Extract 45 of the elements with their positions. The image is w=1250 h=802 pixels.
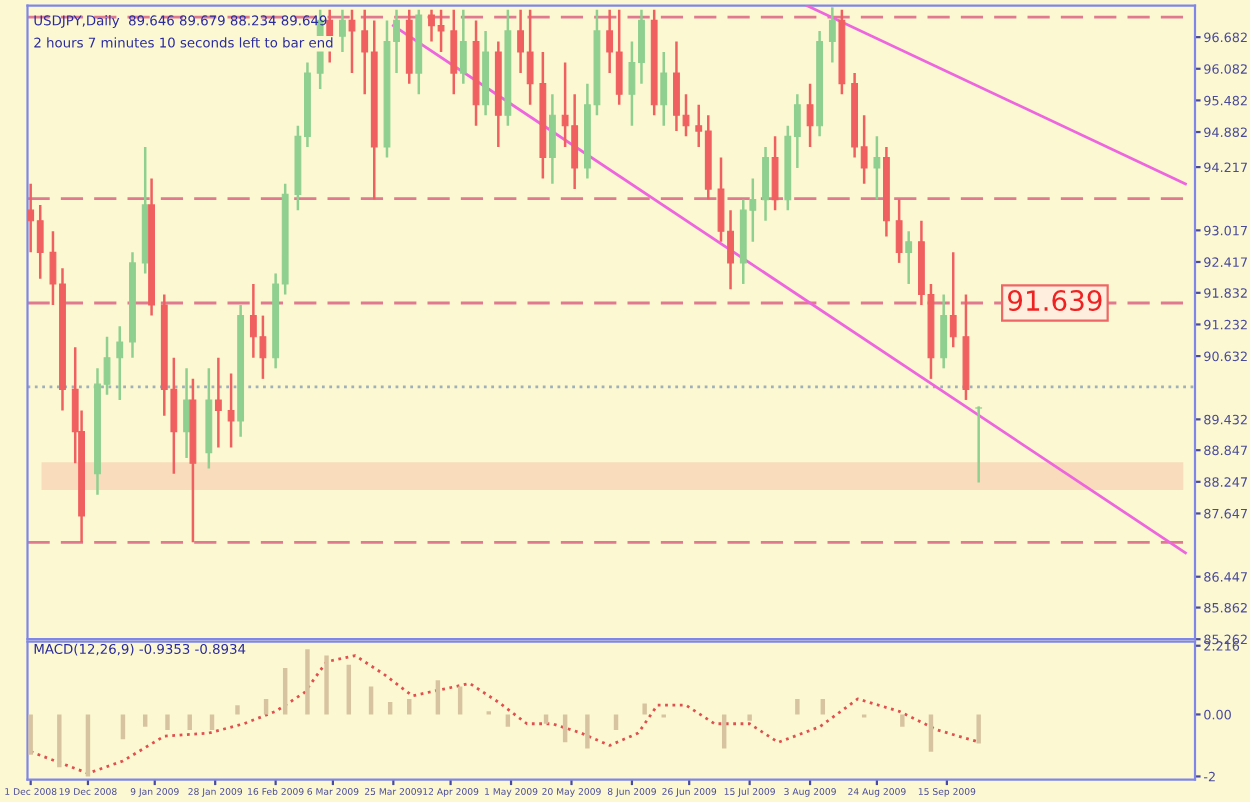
bar	[142, 714, 148, 727]
bar	[120, 714, 126, 740]
bar	[235, 705, 240, 715]
bar	[28, 714, 33, 755]
bar	[795, 698, 800, 715]
bar	[187, 714, 192, 730]
bar	[585, 714, 590, 749]
bar	[505, 714, 511, 727]
candlestick	[762, 145, 769, 222]
bar	[928, 714, 934, 752]
candlestick	[806, 82, 814, 149]
ref-line-label: 91.639	[1008, 290, 1102, 312]
bar	[165, 714, 170, 730]
candlestick	[895, 198, 903, 265]
candlestick	[116, 324, 124, 402]
bar	[976, 714, 981, 744]
bar	[305, 649, 310, 715]
candlestick	[450, 8, 458, 96]
bar	[324, 655, 329, 715]
candlestick	[949, 251, 957, 349]
bar	[900, 714, 905, 727]
bar	[209, 714, 215, 730]
bar	[721, 714, 727, 749]
candlestick	[348, 8, 356, 75]
candlestick	[975, 405, 983, 484]
candlestick	[227, 372, 235, 449]
bar	[642, 703, 647, 715]
candlestick	[660, 50, 668, 128]
candlestick	[771, 135, 779, 212]
candlestick	[548, 92, 556, 186]
line-series	[29, 654, 981, 775]
bar	[613, 714, 619, 730]
candlestick	[214, 356, 222, 449]
bar	[562, 714, 568, 743]
bar	[543, 714, 549, 724]
bar	[57, 714, 62, 768]
candlestick	[905, 230, 913, 286]
bar	[85, 714, 91, 777]
candlestick	[36, 203, 44, 280]
candlestick	[828, 5, 836, 64]
candlestick	[873, 135, 881, 201]
bar	[747, 714, 752, 721]
candlestick	[940, 293, 948, 370]
candlestick	[339, 8, 346, 54]
candlestick	[459, 8, 467, 85]
